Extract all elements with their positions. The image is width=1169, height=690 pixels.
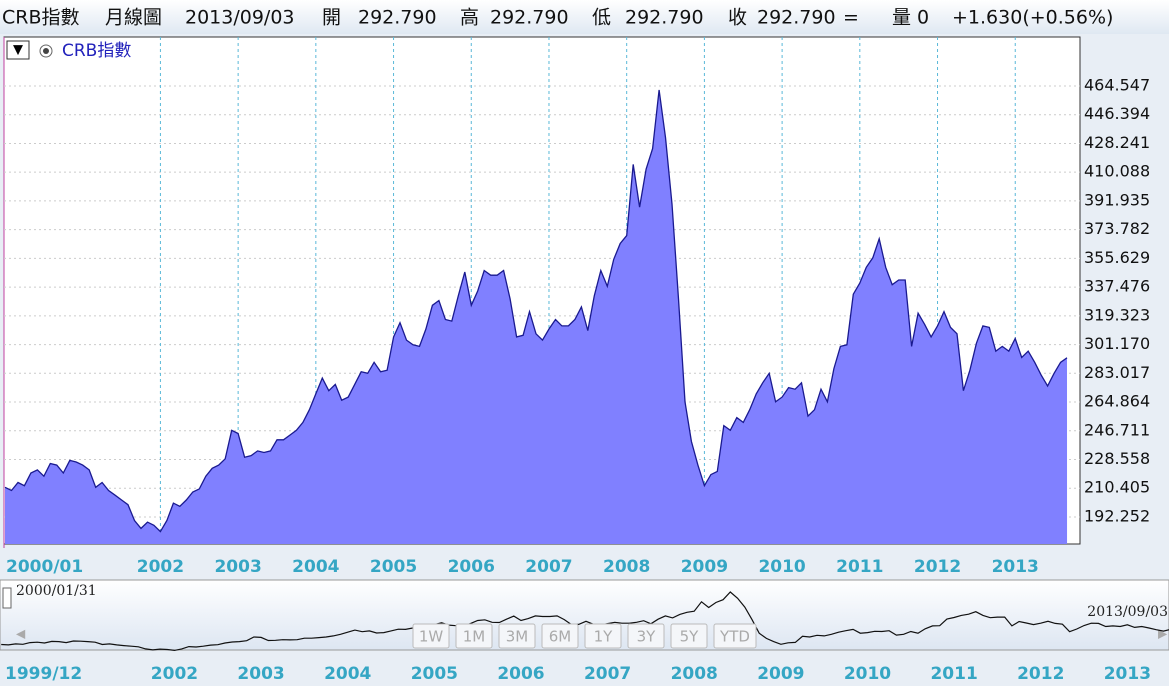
nav-x-label: 2011	[930, 664, 977, 684]
x-tick-label: 2010	[758, 557, 805, 577]
header-field: 開	[322, 7, 341, 29]
y-tick-label: 410.088	[1084, 162, 1150, 181]
nav-left-arrow[interactable]: ◀	[16, 627, 26, 641]
nav-x-label: 2006	[497, 664, 544, 684]
y-tick-label: 373.782	[1084, 219, 1150, 238]
x-tick-label: 2002	[137, 557, 184, 577]
nav-x-label: 2012	[1017, 664, 1064, 684]
range-button-label: YTD	[719, 628, 750, 646]
menu-arrow: ▼	[13, 43, 23, 58]
nav-handle[interactable]	[2, 587, 12, 609]
y-tick-label: 210.405	[1084, 478, 1150, 497]
range-button-label: 1Y	[594, 628, 614, 646]
range-button[interactable]	[584, 623, 622, 649]
nav-x-label: 2013	[1104, 664, 1151, 684]
range-button-label: 3M	[506, 628, 529, 646]
header-field: 292.790	[358, 7, 437, 29]
x-tick-label: 2000/01	[6, 557, 83, 577]
range-button[interactable]	[713, 623, 757, 649]
nav-x-label: 2005	[411, 664, 458, 684]
nav-x-label: 2004	[324, 664, 371, 684]
range-button[interactable]	[455, 623, 493, 649]
nav-end-date: 2013/09/03	[1087, 604, 1168, 620]
area	[5, 90, 1068, 544]
nav-x-label: 2008	[671, 664, 718, 684]
legend-label: CRB指數	[62, 41, 131, 61]
range-button-label: 1W	[419, 628, 444, 646]
range-button-label: 1M	[463, 628, 486, 646]
nav-x-label: 1999/12	[5, 664, 82, 684]
y-tick-label: 301.170	[1084, 334, 1150, 353]
header-field: +1.630(+0.56%)	[952, 7, 1113, 29]
x-tick-label: 2013	[992, 557, 1039, 577]
x-tick-label: 2006	[448, 557, 495, 577]
y-tick-label: 192.252	[1084, 506, 1150, 525]
y-tick-label: 428.241	[1084, 133, 1150, 152]
nav-x-label: 2003	[237, 664, 284, 684]
header-field: 2013/09/03	[185, 7, 295, 29]
header-field: 高	[460, 7, 479, 29]
nav-x-label: 2007	[584, 664, 631, 684]
radio-dot	[43, 48, 49, 54]
x-tick-label: 2003	[214, 557, 261, 577]
y-tick-label: 246.711	[1084, 420, 1150, 439]
range-button-label: 5Y	[680, 628, 700, 646]
header-bar	[0, 0, 1169, 34]
x-tick-label: 2005	[370, 557, 417, 577]
y-tick-label: 464.547	[1084, 75, 1150, 94]
y-tick-label: 228.558	[1084, 449, 1150, 468]
header-field: 292.790	[625, 7, 704, 29]
range-button[interactable]	[498, 623, 536, 649]
x-tick-label: 2012	[914, 557, 961, 577]
header-field: 月線圖	[105, 7, 162, 29]
nav-x-label: 2009	[757, 664, 804, 684]
header-field: =	[843, 7, 859, 29]
header-field: 292.790	[757, 7, 836, 29]
x-tick-label: 2008	[603, 557, 650, 577]
y-tick-label: 355.629	[1084, 248, 1150, 267]
nav-x-label: 2002	[151, 664, 198, 684]
line	[4, 89, 1068, 533]
y-tick-label: 319.323	[1084, 305, 1150, 324]
range-button[interactable]	[541, 623, 579, 649]
y-tick-label: 446.394	[1084, 104, 1150, 123]
header-field: 低	[592, 7, 611, 29]
y-tick-label: 391.935	[1084, 190, 1150, 209]
y-tick-label: 283.017	[1084, 363, 1150, 382]
x-tick-label: 2004	[292, 557, 339, 577]
header-field: CRB指數	[2, 7, 80, 29]
range-button-label: 3Y	[637, 628, 657, 646]
nav-start-date: 2000/01/31	[16, 583, 97, 599]
range-button[interactable]	[627, 623, 665, 649]
nav-x-label: 2010	[844, 664, 891, 684]
x-tick-label: 2009	[681, 557, 728, 577]
y-tick-label: 264.864	[1084, 392, 1150, 411]
x-tick-label: 2007	[525, 557, 572, 577]
range-button[interactable]	[670, 623, 708, 649]
x-tick-label: 2011	[836, 557, 883, 577]
y-tick-label: 337.476	[1084, 277, 1150, 296]
range-button-label: 6M	[549, 628, 572, 646]
menu-button[interactable]	[6, 40, 30, 60]
range-button[interactable]	[412, 623, 450, 649]
header-field: 量 0	[892, 7, 929, 29]
header-field: 292.790	[490, 7, 569, 29]
nav-right-arrow[interactable]: ▶	[1158, 627, 1168, 641]
header-field: 收	[728, 7, 747, 29]
